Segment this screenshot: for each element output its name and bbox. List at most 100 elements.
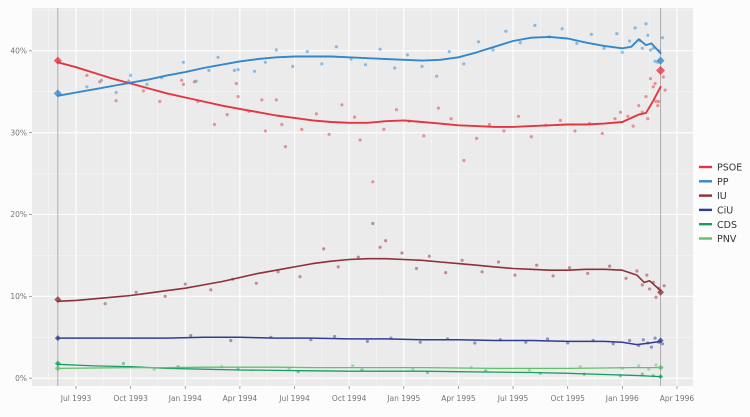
poll-point-PP — [274, 48, 278, 52]
grid-major — [32, 8, 693, 386]
poll-point-IU — [163, 294, 167, 298]
poll-point-CiU — [653, 336, 657, 340]
poll-point-IU — [378, 245, 382, 249]
poll-point-IU — [356, 255, 360, 259]
x-tick-label: Oct 1993 — [113, 394, 148, 403]
poll-point-IU — [551, 274, 555, 278]
poll-point-PP — [640, 46, 644, 50]
poll-point-IU — [624, 276, 628, 280]
poll-point-PSOE — [225, 113, 229, 117]
legend-label-CiU: CiU — [717, 206, 733, 217]
poll-point-IU — [384, 239, 388, 243]
poll-point-IU — [654, 295, 658, 299]
poll-point-IU — [567, 266, 572, 270]
poll-point-PNV — [654, 363, 658, 367]
poll-point-PP — [589, 32, 594, 37]
x-axis: Jul 1993 Oct 1993 Jan 1994 Apr 1994 Jul 1994… — [60, 386, 694, 403]
poll-point-PP — [85, 85, 89, 89]
poll-point-PSOE — [487, 122, 491, 127]
trend-line-CiU — [57, 336, 662, 346]
poll-point-PSOE — [651, 85, 655, 89]
x-tick-label: Jan 1996 — [605, 394, 639, 403]
trend-line-PP — [56, 35, 662, 97]
poll-point-PSOE — [644, 95, 648, 99]
poll-point-CiU — [473, 341, 477, 345]
poll-point-PP — [560, 27, 564, 31]
poll-point-PP — [363, 63, 368, 67]
poll-point-PSOE — [180, 78, 184, 82]
poll-point-PP — [533, 23, 537, 27]
plot-panel — [32, 8, 693, 386]
election-result-CiU — [54, 335, 61, 342]
legend-label-CDS: CDS — [717, 220, 737, 231]
poll-point-PNV — [578, 365, 583, 369]
poll-point-PP — [263, 60, 267, 64]
poll-point-IU — [480, 270, 484, 274]
legend-label-PSOE: PSOE — [717, 163, 742, 174]
series-PSOE — [53, 56, 667, 184]
poll-point-PP — [602, 46, 606, 50]
poll-point-CiU — [649, 345, 654, 349]
poll-point-IU — [414, 266, 419, 271]
poll-point-PP — [653, 59, 657, 64]
election-result-PSOE — [53, 56, 62, 65]
poll-point-PSOE — [618, 110, 623, 114]
poll-point-IU — [298, 275, 302, 279]
poll-point-CiU — [333, 334, 337, 339]
poll-point-PNV — [411, 367, 415, 371]
poll-point-PP — [660, 36, 665, 40]
poll-point-CiU — [524, 340, 528, 344]
poll-point-PP — [232, 68, 236, 72]
series-IU — [54, 221, 666, 306]
poll-point-PSOE — [502, 129, 506, 133]
poll-point-PP — [194, 79, 198, 83]
poll-point-PP — [633, 26, 637, 30]
y-tick-label: 40% — [10, 46, 27, 55]
poll-point-PSOE — [274, 98, 278, 102]
poll-point-PSOE — [449, 117, 453, 121]
election-result-PP — [53, 89, 62, 98]
poll-point-PP — [447, 50, 451, 54]
poll-point-PSOE — [475, 136, 479, 140]
poll-point-IU — [513, 273, 517, 277]
poll-point-PSOE — [646, 117, 650, 121]
legend-label-PP: PP — [717, 177, 729, 188]
poll-point-IU — [322, 247, 326, 251]
poll-point-PSOE — [353, 115, 357, 119]
poll-point-PP — [252, 69, 257, 73]
poll-point-IU — [276, 270, 280, 274]
poll-point-PSOE — [158, 99, 162, 104]
poll-point-PSOE — [626, 114, 630, 118]
poll-point-PP — [462, 62, 466, 66]
trend-line-IU — [56, 257, 662, 303]
poll-point-IU — [209, 288, 213, 292]
poll-point-IU — [662, 284, 666, 288]
legend-label-IU: IU — [717, 191, 727, 202]
poll-point-PSOE — [212, 122, 216, 127]
poll-point-PSOE — [280, 122, 284, 127]
series-CiU — [54, 334, 665, 349]
poll-point-PP — [644, 22, 648, 26]
poll-point-PSOE — [648, 77, 653, 81]
poll-point-IU — [586, 271, 590, 275]
election-result-CiU — [657, 337, 664, 344]
poll-point-CiU — [641, 338, 645, 342]
poll-point-PSOE — [631, 124, 635, 128]
poll-point-IU — [134, 290, 138, 294]
poll-point-PSOE — [371, 180, 375, 184]
poll-point-PSOE — [394, 108, 399, 112]
poll-point-CiU — [546, 337, 550, 341]
poll-point-PP — [378, 47, 382, 51]
election-result-PNV — [54, 365, 61, 372]
poll-point-IU — [640, 283, 644, 287]
poll-point-PSOE — [236, 95, 240, 99]
election-result-PP — [656, 56, 665, 65]
poll-point-PSOE — [529, 135, 533, 139]
poll-point-CDS — [121, 361, 125, 366]
poll-point-PP — [99, 78, 104, 82]
poll-point-PP — [114, 90, 118, 95]
poll-point-CiU — [189, 334, 193, 338]
x-tick-label: Oct 1994 — [332, 394, 367, 403]
poll-point-CiU — [660, 342, 665, 346]
